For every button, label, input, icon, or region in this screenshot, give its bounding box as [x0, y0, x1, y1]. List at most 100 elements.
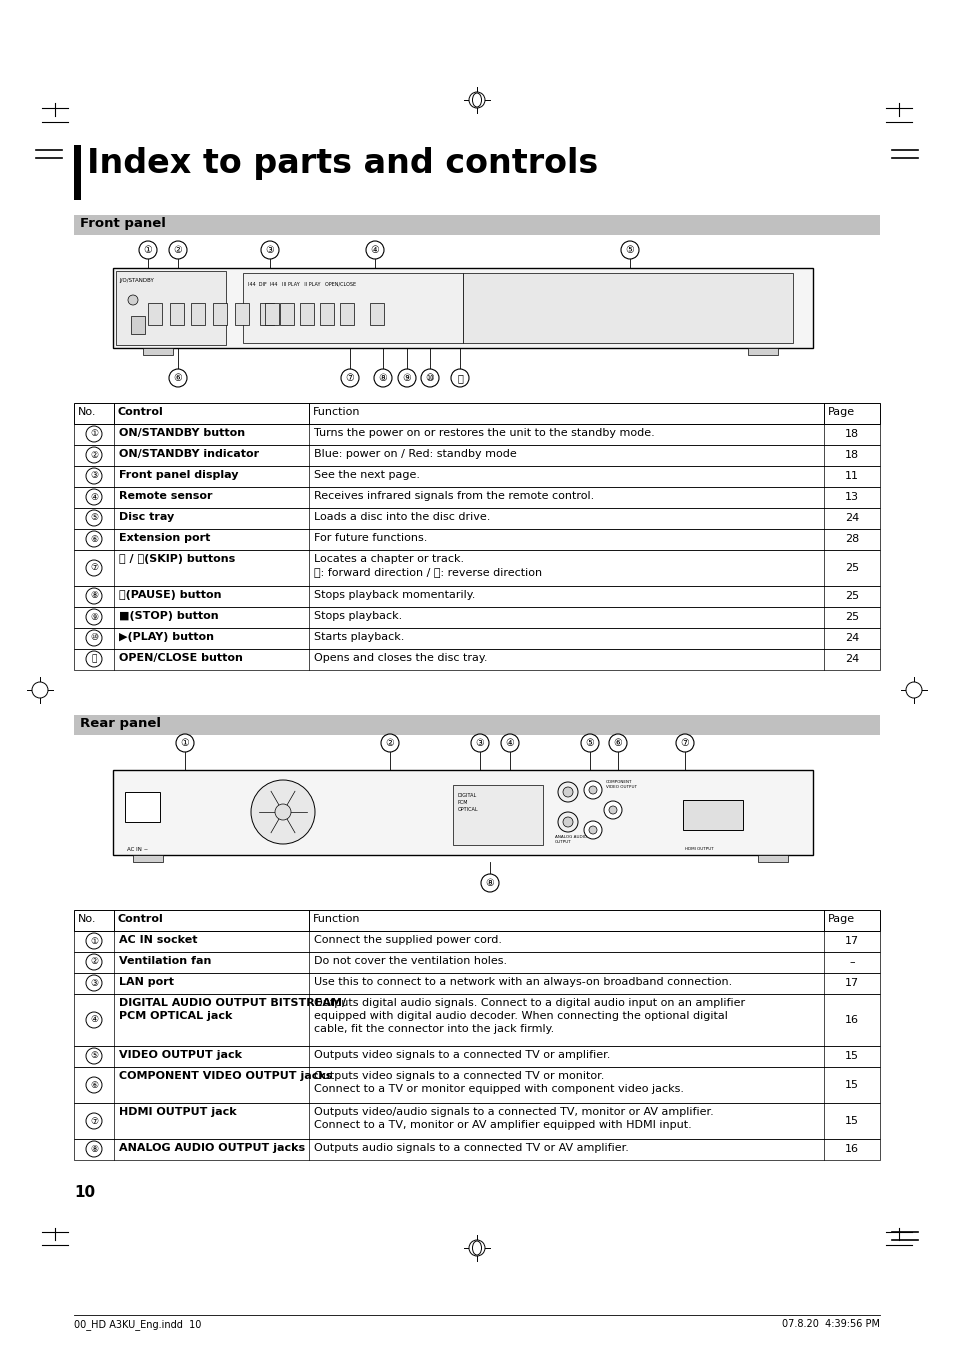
- Circle shape: [580, 734, 598, 753]
- Text: Control: Control: [118, 407, 164, 417]
- Text: PCM: PCM: [457, 800, 468, 805]
- Ellipse shape: [472, 93, 481, 107]
- Bar: [453, 785, 542, 844]
- Text: For future functions.: For future functions.: [314, 534, 427, 543]
- Circle shape: [128, 295, 138, 305]
- Bar: [299, 303, 314, 326]
- Text: 25: 25: [844, 612, 858, 621]
- Circle shape: [471, 734, 489, 753]
- Text: ②: ②: [385, 738, 394, 748]
- Circle shape: [676, 734, 693, 753]
- Bar: [148, 303, 162, 326]
- Text: Receives infrared signals from the remote control.: Receives infrared signals from the remot…: [314, 490, 594, 501]
- Text: 13: 13: [844, 492, 858, 503]
- Text: Opens and closes the disc tray.: Opens and closes the disc tray.: [314, 653, 487, 663]
- Text: ②: ②: [90, 958, 98, 966]
- Circle shape: [86, 609, 102, 626]
- Circle shape: [169, 240, 187, 259]
- Text: DIGITAL AUDIO OUTPUT BITSTREAM/: DIGITAL AUDIO OUTPUT BITSTREAM/: [119, 998, 346, 1008]
- Text: Outputs digital audio signals. Connect to a digital audio input on an amplifier: Outputs digital audio signals. Connect t…: [314, 998, 744, 1008]
- Text: ①: ①: [144, 245, 152, 255]
- Circle shape: [620, 240, 639, 259]
- Bar: [74, 530, 879, 550]
- Text: Rear panel: Rear panel: [80, 717, 161, 730]
- Text: ⑨: ⑨: [90, 612, 98, 621]
- Text: OPEN/CLOSE button: OPEN/CLOSE button: [119, 653, 243, 663]
- Text: ④: ④: [90, 493, 98, 501]
- Text: ■(STOP) button: ■(STOP) button: [119, 611, 218, 621]
- Bar: [131, 316, 145, 334]
- Bar: [462, 273, 792, 343]
- Bar: [74, 952, 879, 973]
- Text: Index to parts and controls: Index to parts and controls: [87, 147, 598, 180]
- Text: 15: 15: [844, 1116, 858, 1125]
- Text: ⑥: ⑥: [613, 738, 621, 748]
- Circle shape: [583, 781, 601, 798]
- Text: VIDEO OUTPUT: VIDEO OUTPUT: [605, 785, 637, 789]
- Bar: [758, 855, 787, 862]
- Text: 15: 15: [844, 1079, 858, 1090]
- Text: ④: ④: [90, 1016, 98, 1024]
- Bar: [74, 403, 879, 424]
- Text: ⏸(PAUSE) button: ⏸(PAUSE) button: [119, 590, 221, 600]
- Circle shape: [480, 874, 498, 892]
- Circle shape: [86, 651, 102, 667]
- Text: ③: ③: [90, 978, 98, 988]
- Text: ⑧: ⑧: [485, 878, 494, 888]
- Circle shape: [562, 817, 573, 827]
- Text: Page: Page: [827, 407, 854, 417]
- Bar: [74, 648, 879, 670]
- Bar: [74, 1046, 879, 1067]
- Circle shape: [469, 92, 484, 108]
- Text: ⏭: forward direction / ⏮: reverse direction: ⏭: forward direction / ⏮: reverse direct…: [314, 567, 541, 577]
- Text: ⑦: ⑦: [90, 563, 98, 573]
- Circle shape: [583, 821, 601, 839]
- Bar: [747, 349, 778, 355]
- Text: ⑩: ⑩: [425, 373, 434, 382]
- Circle shape: [558, 812, 578, 832]
- Circle shape: [86, 447, 102, 463]
- Text: No.: No.: [78, 915, 96, 924]
- Text: ANALOG AUDIO: ANALOG AUDIO: [555, 835, 586, 839]
- Bar: [74, 1067, 879, 1102]
- Circle shape: [86, 531, 102, 547]
- Bar: [234, 303, 249, 326]
- Bar: [74, 911, 879, 931]
- Text: 18: 18: [844, 450, 858, 459]
- Text: ③: ③: [90, 471, 98, 481]
- Text: Stops playback.: Stops playback.: [314, 611, 402, 621]
- Text: 16: 16: [844, 1144, 858, 1154]
- Circle shape: [86, 954, 102, 970]
- Bar: [682, 800, 742, 830]
- Text: ⑦: ⑦: [345, 373, 354, 382]
- Circle shape: [32, 682, 48, 698]
- Bar: [74, 444, 879, 466]
- Text: 24: 24: [844, 654, 859, 663]
- Circle shape: [261, 240, 278, 259]
- Text: ⑧: ⑧: [90, 1144, 98, 1154]
- Text: Do not cover the ventilation holes.: Do not cover the ventilation holes.: [314, 957, 507, 966]
- Text: DIGITAL: DIGITAL: [457, 793, 476, 798]
- Text: ⑤: ⑤: [625, 245, 634, 255]
- Bar: [74, 215, 879, 235]
- Text: Function: Function: [313, 915, 360, 924]
- Text: LAN port: LAN port: [119, 977, 173, 988]
- Bar: [74, 715, 879, 735]
- Bar: [116, 272, 226, 345]
- Circle shape: [469, 1240, 484, 1256]
- Text: Ventilation fan: Ventilation fan: [119, 957, 212, 966]
- Text: ⑤: ⑤: [90, 513, 98, 523]
- Bar: [74, 1139, 879, 1161]
- Circle shape: [558, 782, 578, 802]
- Text: ③: ③: [476, 738, 484, 748]
- Text: Locates a chapter or track.: Locates a chapter or track.: [314, 554, 464, 563]
- Text: Disc tray: Disc tray: [119, 512, 174, 521]
- Circle shape: [451, 369, 469, 386]
- Text: I44  DIF  I44   III PLAY   II PLAY   OPEN/CLOSE: I44 DIF I44 III PLAY II PLAY OPEN/CLOSE: [248, 282, 355, 286]
- Text: 24: 24: [844, 634, 859, 643]
- Text: 11: 11: [844, 471, 858, 481]
- Text: Use this to connect to a network with an always-on broadband connection.: Use this to connect to a network with an…: [314, 977, 732, 988]
- Bar: [143, 349, 172, 355]
- Text: AC IN ~: AC IN ~: [127, 847, 148, 852]
- Bar: [74, 508, 879, 530]
